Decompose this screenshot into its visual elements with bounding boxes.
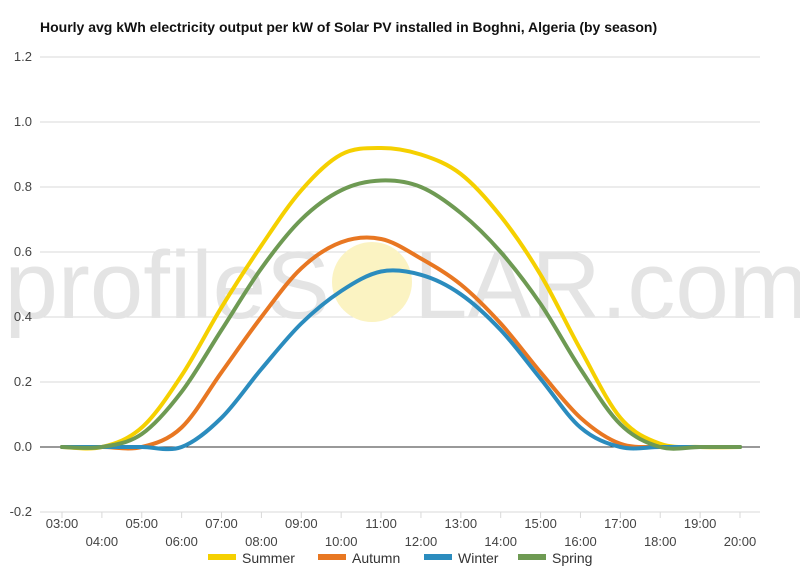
x-tick-label: 10:00 <box>325 534 358 549</box>
legend-swatch-winter <box>424 554 452 560</box>
x-tick-label: 06:00 <box>165 534 198 549</box>
y-axis-ticks: -0.2 0.0 0.2 0.4 0.6 0.8 1.0 1.2 <box>10 49 32 519</box>
legend-swatch-summer <box>208 554 236 560</box>
y-tick-label: 1.2 <box>14 49 32 64</box>
x-tick-label: 05:00 <box>125 516 158 531</box>
x-tick-label: 19:00 <box>684 516 717 531</box>
x-tick-label: 18:00 <box>644 534 677 549</box>
x-tick-label: 12:00 <box>405 534 438 549</box>
y-tick-label: 0.6 <box>14 244 32 259</box>
y-tick-label: 0.4 <box>14 309 32 324</box>
y-tick-label: 0.2 <box>14 374 32 389</box>
legend-swatch-autumn <box>318 554 346 560</box>
series-line-winter <box>60 268 742 452</box>
watermark-sun-icon <box>332 242 412 322</box>
x-tick-label: 14:00 <box>484 534 517 549</box>
series-line-spring <box>60 178 742 451</box>
x-tick-label: 03:00 <box>46 516 79 531</box>
legend-label-summer: Summer <box>242 550 295 566</box>
y-tick-label: 0.0 <box>14 439 32 454</box>
x-tick-label: 08:00 <box>245 534 278 549</box>
watermark-text-right: LAR.com <box>414 232 800 339</box>
x-tick-label: 09:00 <box>285 516 318 531</box>
y-tick-label: 1.0 <box>14 114 32 129</box>
x-axis-ticks: 03:00 04:00 05:00 06:00 07:00 08:00 09:00 10:00… <box>46 516 757 549</box>
x-tick-label: 07:00 <box>205 516 238 531</box>
series-line-summer <box>60 145 742 451</box>
x-tick-label: 20:00 <box>724 534 757 549</box>
x-tick-label: 17:00 <box>604 516 637 531</box>
x-tick-label: 15:00 <box>524 516 557 531</box>
legend-label-autumn: Autumn <box>352 550 400 566</box>
chart-title: Hourly avg kWh electricity output per kW… <box>40 19 658 35</box>
x-tick-label: 11:00 <box>365 516 397 531</box>
series-line-autumn <box>60 235 742 451</box>
grid-lines <box>40 56 760 518</box>
y-tick-label: 0.8 <box>14 179 32 194</box>
watermark-text-left: profileS <box>5 232 331 339</box>
legend-swatch-spring <box>518 554 546 560</box>
x-tick-label: 13:00 <box>445 516 478 531</box>
watermark: profileS LAR.com <box>5 232 800 339</box>
legend-label-winter: Winter <box>458 550 499 566</box>
legend: Summer Autumn Winter Spring <box>208 550 592 566</box>
x-tick-label: 16:00 <box>564 534 597 549</box>
legend-label-spring: Spring <box>552 550 592 566</box>
y-tick-label: -0.2 <box>10 504 32 519</box>
series-layer <box>60 145 742 452</box>
x-tick-label: 04:00 <box>86 534 119 549</box>
